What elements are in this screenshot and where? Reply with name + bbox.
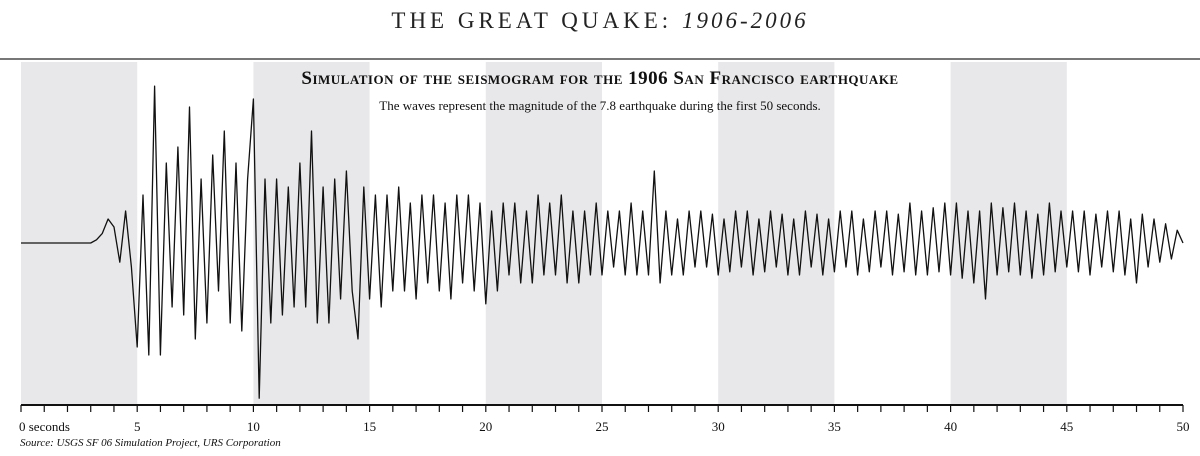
divider [0, 58, 1200, 60]
x-tick-label: 5 [134, 419, 141, 434]
shaded-band [253, 62, 370, 405]
x-tick-label: 15 [363, 419, 376, 434]
x-tick-label: 30 [712, 419, 725, 434]
x-tick-label: 50 [1177, 419, 1190, 434]
shaded-band [21, 62, 138, 405]
seismogram-line [21, 85, 1184, 399]
x-tick-label: 40 [944, 419, 957, 434]
page-title: THE GREAT QUAKE: 1906-2006 [0, 8, 1200, 34]
x-tick-label: 0 seconds [19, 419, 70, 434]
title-text: THE GREAT QUAKE: [391, 8, 682, 33]
chart-subtitle: The waves represent the magnitude of the… [379, 98, 821, 113]
x-tick-label: 45 [1060, 419, 1073, 434]
x-tick-label: 35 [828, 419, 841, 434]
title-years: 1906-2006 [681, 8, 809, 33]
x-tick-label: 20 [479, 419, 492, 434]
x-tick-label: 10 [247, 419, 260, 434]
chart-title: Simulation of the seismogram for the 190… [301, 68, 899, 89]
x-tick-label: 25 [596, 419, 609, 434]
source-note: Source: USGS SF 06 Simulation Project, U… [20, 437, 281, 449]
